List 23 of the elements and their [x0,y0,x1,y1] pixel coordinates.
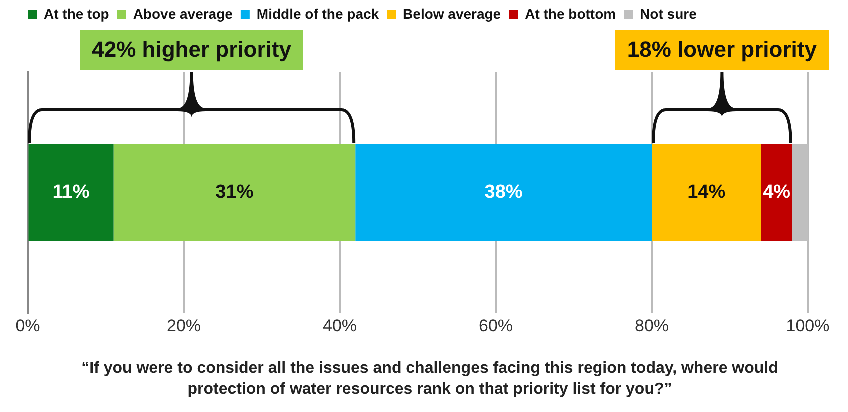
x-tick-label: 0% [16,316,40,336]
bar [28,144,114,242]
legend-label: Middle of the pack [256,6,380,22]
legend-label: Above average [133,6,234,22]
x-tick-label: 20% [166,316,202,336]
data-label: 31% [216,182,254,204]
bar [356,144,652,242]
x-tick-label: 80% [634,316,670,336]
legend-label: At the top [44,6,110,22]
data-label: 14% [688,182,726,204]
legend-label: Not sure [640,6,698,22]
text: 42% higher priority [80,30,304,70]
data-label: 4% [763,182,791,204]
legend-label: At the bottom [525,6,616,22]
text: “If you were to consider all the issues and challenges facing this region today, where would protection of water resources rank on that priority list for you?” [80,359,780,400]
text: 18% lower priority [615,30,829,70]
bar [761,144,792,242]
legend-label: Below average [403,6,502,22]
x-tick-label: 40% [322,316,358,336]
x-tick-label: 100% [786,316,830,336]
data-label: 11% [52,182,90,204]
x-tick-label: 60% [478,316,514,336]
data-label: 38% [484,182,523,204]
